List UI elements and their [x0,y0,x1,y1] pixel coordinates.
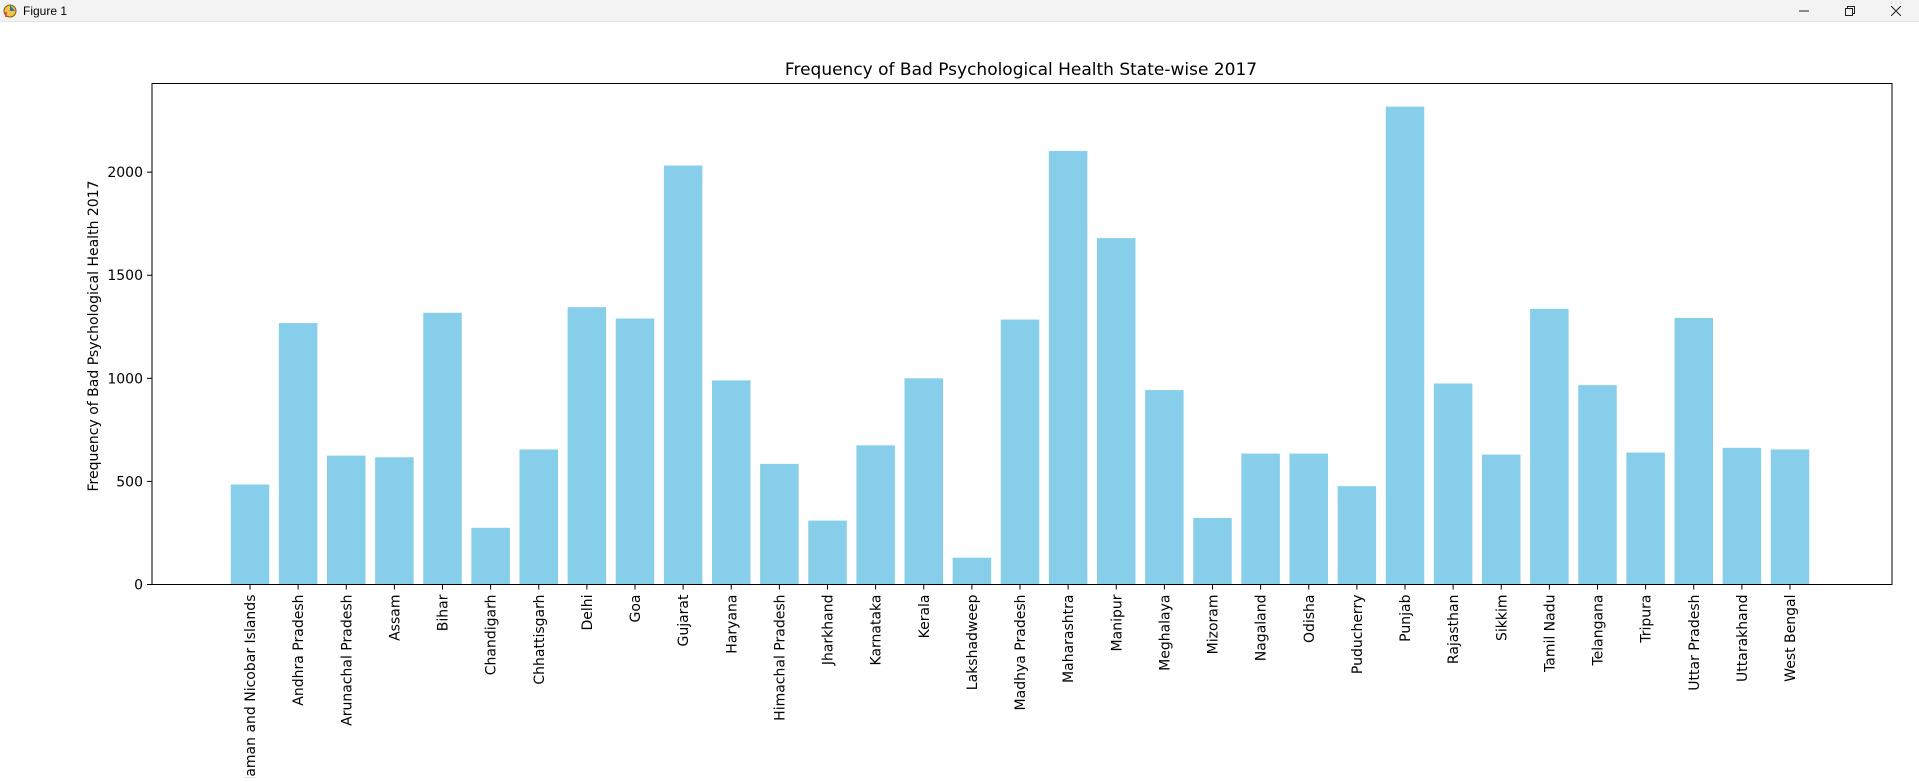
bar [1674,317,1713,585]
x-tick-label: Chandigarh [484,595,500,676]
x-tick-label: Lakshadweep [965,594,981,690]
x-tick-label: Karnataka [869,595,885,666]
bar [1433,383,1473,585]
x-tick-label: Jharkhand [821,595,837,667]
x-tick-label: Nagaland [1254,595,1270,662]
y-tick-label: 0 [134,578,143,594]
bar [375,457,414,585]
bar [615,318,655,585]
x-tick-label: Manipur [1109,594,1125,651]
x-axis-ticks: Andaman and Nicobar Islands Andhra Prades… [243,584,1799,782]
bar [1097,238,1136,585]
x-tick-label: Sikkim [1494,595,1510,642]
x-tick-label: Tripura [1639,595,1655,644]
x-tick-label: Gujarat [676,594,692,647]
x-tick-label: Punjab [1398,594,1414,641]
x-tick-label: Telangana [1591,595,1607,667]
window-titlebar: Figure 1 [0,0,1919,22]
bar [663,165,703,585]
bar [278,323,318,585]
x-tick-label: Arunachal Pradesh [339,595,355,726]
x-tick-label: Uttar Pradesh [1687,595,1703,691]
plot-frame [151,83,1893,585]
x-tick-label: Uttarakhand [1735,595,1751,682]
x-tick-label: West Bengal [1783,595,1799,682]
bar [1722,447,1762,585]
bar [1337,486,1377,585]
bar [760,463,799,585]
window-controls [1781,0,1919,22]
bar [712,380,751,585]
y-tick-label: 1500 [107,268,143,284]
x-tick-label: Goa [628,595,644,623]
chart-title: Frequency of Bad Psychological Health St… [785,60,1257,80]
chart-area: Frequency of Bad Psychological Health St… [0,22,1919,782]
bar [1289,453,1328,585]
bar [1241,453,1280,585]
bar [1193,517,1232,585]
bar [519,449,558,585]
x-tick-label: Maharashtra [1061,595,1077,683]
bar [904,378,943,585]
bar [1145,390,1184,585]
bar [327,455,366,585]
bar-chart: Frequency of Bad Psychological Health St… [86,60,1893,782]
bars-group [230,106,1810,585]
bar [856,445,895,585]
x-tick-label: Madhya Pradesh [1013,595,1029,711]
y-tick-label: 1000 [107,371,143,387]
minimize-icon [1799,10,1809,12]
window-title: Figure 1 [23,3,68,18]
x-tick-label: Meghalaya [1157,595,1173,671]
x-tick-label: Rajasthan [1446,595,1462,665]
x-tick-label: Mizoram [1206,595,1222,655]
x-tick-label: Bihar [436,594,452,631]
bar [230,484,270,585]
bar [1626,452,1665,585]
minimize-button[interactable] [1781,0,1827,22]
bar [471,527,510,585]
x-tick-label: Himachal Pradesh [772,595,788,721]
bar [1578,385,1617,585]
bar [567,307,607,585]
bar [1000,319,1040,585]
x-tick-label: Odisha [1302,595,1318,644]
bar [1770,449,1810,585]
x-tick-label: Kerala [917,595,933,639]
close-button[interactable] [1873,0,1919,22]
x-tick-label: Tamil Nadu [1542,595,1558,674]
x-tick-label: Puducherry [1350,595,1366,675]
x-tick-label: Chhattisgarh [532,595,548,685]
maximize-button[interactable] [1827,0,1873,22]
x-tick-label: Andhra Pradesh [291,595,307,706]
close-icon [1891,6,1901,16]
figure-app-icon [3,4,17,17]
x-tick-label: Delhi [580,595,596,631]
x-tick-label: Haryana [724,595,740,654]
maximize-icon [1845,6,1855,16]
x-tick-label: Assam [387,595,403,641]
bar [1530,308,1569,585]
y-tick-label: 2000 [107,165,143,181]
x-tick-label: Andaman and Nicobar Islands [243,595,259,779]
bar [1048,150,1088,585]
bar [1385,106,1425,585]
bar [952,557,992,585]
bar [1482,454,1521,585]
bar [808,520,847,585]
y-axis-ticks: 0 500 1000 1500 2000 [107,165,152,594]
y-axis-label: Frequency of Bad Psychological Health 20… [86,180,102,491]
y-tick-label: 500 [116,474,143,490]
bar [423,312,462,585]
